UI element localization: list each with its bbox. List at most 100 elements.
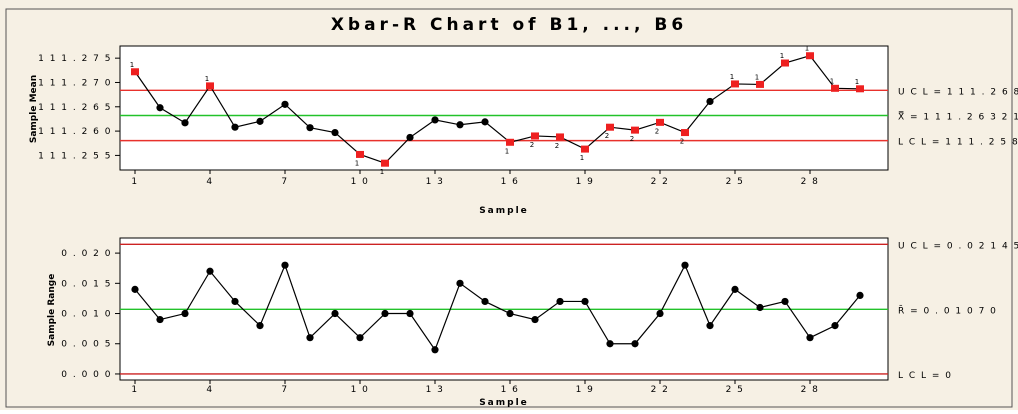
xbar-x-tick-label: 1 6: [501, 177, 520, 187]
xbar-flag-label: 1: [580, 154, 584, 162]
xbar-lcl-label: L C L = 1 1 1 . 2 5 8 0 4: [898, 138, 1018, 148]
xbar-y-axis-title: Sample Mean: [29, 75, 39, 143]
xbar-point: [256, 117, 264, 125]
range-point: [406, 309, 414, 318]
xbar-flag-label: 1: [505, 147, 509, 155]
xbar-flag-label: 2: [680, 138, 684, 146]
xbar-x-tick-label: 4: [206, 177, 213, 187]
range-point: [181, 309, 189, 318]
xbar-y-tick-label: 1 1 1 . 2 6 0: [38, 127, 112, 137]
xbar-flagged-point: [756, 80, 764, 88]
xbar-flagged-point: [506, 138, 514, 146]
range-point: [556, 297, 564, 306]
range-point: [806, 334, 814, 342]
xbar-flag-label: 1: [780, 52, 784, 60]
xbar-flag-label: 2: [655, 127, 659, 135]
xbar-flagged-point: [356, 150, 364, 158]
range-y-tick-label: 0 . 0 0 0: [61, 370, 112, 380]
range-y-tick-label: 0 . 0 2 0: [61, 249, 112, 259]
xbar-flag-label: 2: [530, 141, 534, 149]
range-point: [356, 334, 364, 342]
xbar-flag-label: 1: [130, 61, 134, 69]
xbar-x-tick-label: 2 5: [726, 177, 745, 187]
range-point: [656, 309, 664, 318]
range-center-label: R̄ = 0 . 0 1 0 7 0: [898, 305, 997, 317]
xbar-x-tick-label: 2 8: [801, 177, 820, 187]
xbar-y-tick-label: 1 1 1 . 2 5 5: [38, 151, 112, 161]
xbar-flag-label: 1: [755, 73, 759, 81]
xbar-point: [181, 119, 189, 127]
range-x-tick-label: 1 9: [576, 385, 595, 395]
xbar-plot-area: [119, 45, 889, 171]
xbar-flag-label: 1: [380, 168, 384, 176]
range-point: [231, 297, 239, 306]
xbar-flagged-point: [381, 159, 389, 167]
range-point: [681, 261, 689, 269]
xbar-x-axis-title: Sample: [479, 206, 529, 216]
range-ucl-label: U C L = 0 . 0 2 1 4 5: [898, 241, 1018, 251]
xbar-flagged-point: [681, 129, 689, 137]
xbar-point: [231, 123, 239, 131]
xbar-y-tick-label: 1 1 1 . 2 6 5: [38, 103, 112, 113]
range-point: [306, 334, 314, 342]
xbar-point: [331, 128, 339, 137]
xbar-flagged-point: [206, 82, 214, 90]
chart-title: Xbar-R Chart of B1, ..., B6: [331, 15, 687, 35]
xbar-x-tick-label: 2 2: [651, 177, 670, 187]
range-point: [256, 322, 264, 330]
xbar-x-tick-label: 1 0: [351, 177, 370, 187]
range-y-tick-label: 0 . 0 1 5: [61, 279, 112, 289]
range-x-axis-title: Sample: [479, 398, 529, 408]
xbar-flag-label: 2: [555, 142, 559, 150]
range-point: [206, 267, 214, 275]
range-point: [756, 303, 764, 312]
range-chart: 0 . 0 0 0 0 . 0 0 5 0 . 0 1 0 0 . 0 1 5 0 . …: [61, 241, 1018, 395]
xbar-y-tick-label: 1 1 1 . 2 7 0: [38, 78, 112, 88]
xbar-flag-label: 2: [605, 132, 609, 140]
xbar-flagged-point: [531, 132, 539, 140]
xbar-flagged-point: [581, 145, 589, 153]
xbar-point: [156, 104, 164, 112]
xbar-point: [456, 121, 464, 129]
range-x-tick-label: 2 8: [801, 385, 820, 395]
xbar-ucl-label: U C L = 1 1 1 . 2 6 8 3 8: [898, 87, 1018, 97]
xbar-flagged-point: [631, 126, 639, 134]
xbar-flag-label: 1: [805, 45, 809, 53]
xbar-flag-label: 1: [355, 159, 359, 167]
xbar-point: [281, 100, 289, 108]
range-point: [131, 285, 139, 293]
xbar-flagged-point: [731, 80, 739, 88]
range-y-axis-title: Sample Range: [47, 274, 57, 347]
xbar-flag-label: 2: [630, 135, 634, 143]
xbar-chart: 1 1 1 . 2 5 5 1 1 1 . 2 6 0 1 1 1 . 2 6 5 1…: [38, 45, 1018, 187]
xbar-flagged-point: [656, 118, 664, 126]
range-point: [631, 340, 639, 348]
xbar-y-tick-label: 1 1 1 . 2 7 5: [38, 54, 112, 64]
range-x-tick-label: 2 2: [651, 385, 670, 395]
range-point: [531, 315, 539, 324]
xbar-flagged-point: [606, 123, 614, 131]
range-series-line: [134, 263, 861, 352]
xbar-flag-label: 1: [830, 77, 834, 85]
range-point: [731, 285, 739, 293]
range-x-tick-label: 2 5: [726, 385, 745, 395]
xbar-flagged-point: [556, 133, 564, 141]
range-y-tick-label: 0 . 0 0 5: [61, 340, 112, 350]
xbar-flag-label: 1: [730, 73, 734, 81]
xbar-point: [306, 124, 314, 132]
xbar-flag-label: 1: [855, 78, 859, 86]
xbar-center-label: X̿ = 1 1 1 . 2 6 3 2 1: [898, 111, 1018, 123]
xbar-flagged-point: [856, 85, 864, 93]
range-point: [606, 340, 614, 348]
range-x-tick-label: 1 0: [351, 385, 370, 395]
range-point: [381, 309, 389, 318]
range-point: [781, 297, 789, 306]
xbar-point: [431, 116, 439, 124]
range-point: [156, 315, 164, 324]
xbar-x-tick-label: 1 9: [576, 177, 595, 187]
range-point: [506, 309, 514, 318]
xbar-flag-label: 1: [205, 75, 209, 83]
range-point: [431, 346, 439, 354]
